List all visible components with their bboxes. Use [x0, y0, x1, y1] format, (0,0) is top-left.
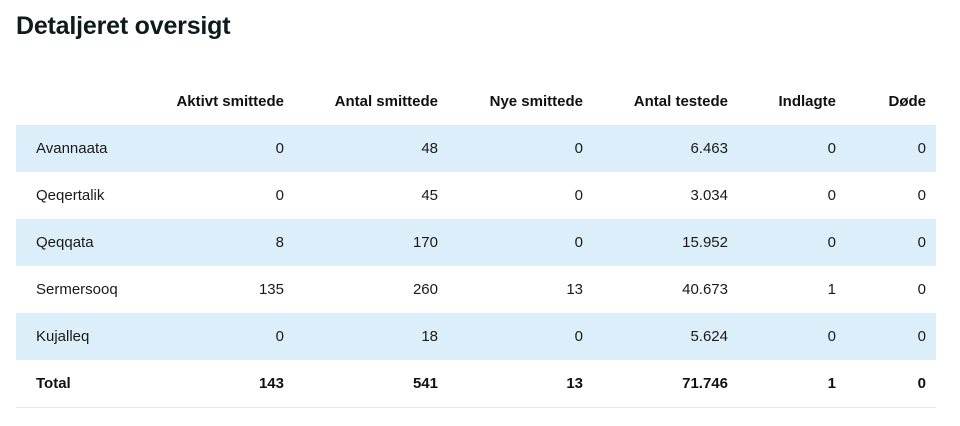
detail-table: Aktivt smittede Antal smittede Nye smitt… [16, 78, 936, 408]
aktivt-smittede-cell: 8 [146, 219, 294, 266]
aktivt-smittede-cell: 135 [258, 281, 284, 298]
antal-smittede-cell: 18 [294, 313, 448, 360]
doede-cell: 0 [846, 313, 936, 360]
header-antal-smittede: Antal smittede [334, 93, 438, 110]
page-title: Detaljeret oversigt [16, 12, 231, 40]
doede-cell: 0 [917, 281, 926, 298]
indlagte-cell: 1 [827, 281, 836, 298]
table-row: Qeqertalik 0 45 0 3.034 0 0 [16, 172, 936, 219]
header-aktivt-smittede: Aktivt smittede [176, 93, 284, 110]
header-region [16, 78, 146, 125]
antal-testede-cell: 5.624 [593, 313, 738, 360]
region-cell: Avannaata [16, 125, 146, 172]
nye-smittede-cell: 0 [448, 125, 593, 172]
header-nye-smittede: Nye smittede [489, 93, 583, 110]
total-indlagte: 1 [738, 360, 846, 408]
header-indlagte: Indlagte [778, 93, 836, 110]
header-antal-testede: Antal testede [633, 93, 728, 110]
table-row: Avannaata 0 48 0 6.463 0 0 [16, 125, 936, 172]
doede-cell: 0 [846, 219, 936, 266]
nye-smittede-cell: 13 [566, 281, 583, 298]
antal-smittede-cell: 48 [294, 125, 448, 172]
table-row: Qeqqata 8 170 0 15.952 0 0 [16, 219, 936, 266]
region-cell: Kujalleq [16, 313, 146, 360]
indlagte-cell: 0 [738, 219, 846, 266]
indlagte-cell: 0 [738, 125, 846, 172]
total-antal-smittede: 541 [294, 360, 448, 408]
header-row: Aktivt smittede Antal smittede Nye smitt… [16, 78, 936, 125]
indlagte-cell: 0 [827, 187, 836, 204]
header-doede: Døde [888, 93, 927, 110]
table-row: Kujalleq 0 18 0 5.624 0 0 [16, 313, 936, 360]
aktivt-smittede-cell: 0 [275, 187, 284, 204]
total-row: Total 143 541 13 71.746 1 0 [16, 360, 936, 408]
antal-smittede-cell: 45 [421, 187, 438, 204]
doede-cell: 0 [846, 125, 936, 172]
nye-smittede-cell: 0 [448, 313, 593, 360]
total-doede: 0 [846, 360, 936, 408]
total-nye-smittede: 13 [448, 360, 593, 408]
table-row: Sermersooq 135 260 13 40.673 1 0 [16, 266, 936, 313]
nye-smittede-cell: 0 [448, 219, 593, 266]
total-label: Total [16, 360, 146, 408]
aktivt-smittede-cell: 0 [146, 125, 294, 172]
total-antal-testede: 71.746 [593, 360, 738, 408]
region-cell: Sermersooq [36, 281, 118, 298]
total-aktivt-smittede: 143 [146, 360, 294, 408]
region-cell: Qeqqata [16, 219, 146, 266]
doede-cell: 0 [917, 187, 926, 204]
antal-smittede-cell: 260 [412, 281, 438, 298]
antal-testede-cell: 6.463 [593, 125, 738, 172]
nye-smittede-cell: 0 [574, 187, 583, 204]
region-cell: Qeqertalik [36, 187, 105, 204]
antal-smittede-cell: 170 [294, 219, 448, 266]
antal-testede-cell: 40.673 [682, 281, 728, 298]
antal-testede-cell: 15.952 [593, 219, 738, 266]
indlagte-cell: 0 [738, 313, 846, 360]
aktivt-smittede-cell: 0 [146, 313, 294, 360]
antal-testede-cell: 3.034 [690, 187, 728, 204]
